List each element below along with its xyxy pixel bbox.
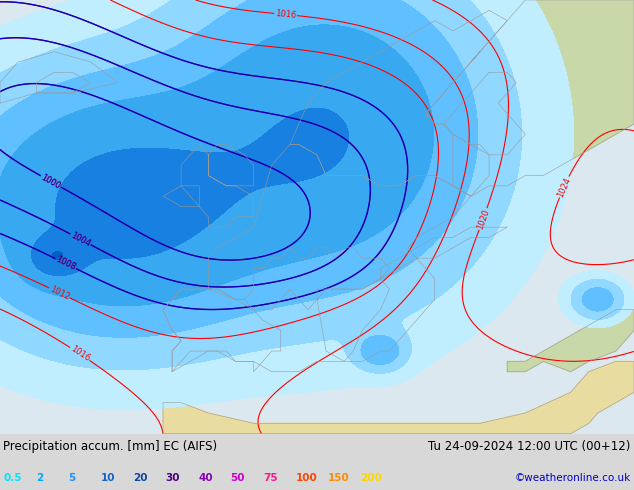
Polygon shape [425,0,634,196]
Text: 150: 150 [328,472,350,483]
Text: ©weatheronline.co.uk: ©weatheronline.co.uk [515,472,631,483]
Text: 5: 5 [68,472,75,483]
Text: 40: 40 [198,472,213,483]
Text: 1016: 1016 [68,344,91,364]
Text: 1000: 1000 [39,172,62,191]
Text: 1024: 1024 [555,175,573,198]
Text: 20: 20 [133,472,148,483]
Text: Precipitation accum. [mm] EC (AIFS): Precipitation accum. [mm] EC (AIFS) [3,441,217,453]
Text: 1008: 1008 [55,255,77,272]
Text: 1000: 1000 [39,172,62,191]
Text: 1020: 1020 [476,208,491,230]
Polygon shape [163,289,281,372]
Polygon shape [290,10,507,196]
Text: Tu 24-09-2024 12:00 UTC (00+12): Tu 24-09-2024 12:00 UTC (00+12) [429,441,631,453]
Text: 1016: 1016 [275,9,297,20]
Text: 2: 2 [36,472,43,483]
Polygon shape [181,145,254,227]
Polygon shape [0,0,634,434]
Polygon shape [380,227,507,279]
Polygon shape [0,51,118,103]
Text: 10: 10 [101,472,115,483]
Text: 1008: 1008 [55,255,77,272]
Text: 1004: 1004 [69,230,92,248]
Text: 100: 100 [295,472,318,483]
Text: 30: 30 [165,472,180,483]
Polygon shape [317,279,389,361]
Polygon shape [444,72,526,155]
Polygon shape [507,310,634,372]
Polygon shape [163,186,199,206]
Text: 200: 200 [361,472,382,483]
Text: 50: 50 [231,472,245,483]
Text: 1012: 1012 [48,284,71,301]
Text: 1004: 1004 [69,230,92,248]
Text: 0.5: 0.5 [3,472,22,483]
Polygon shape [163,361,634,434]
Text: 75: 75 [263,472,278,483]
Polygon shape [36,72,91,93]
Polygon shape [163,145,471,372]
